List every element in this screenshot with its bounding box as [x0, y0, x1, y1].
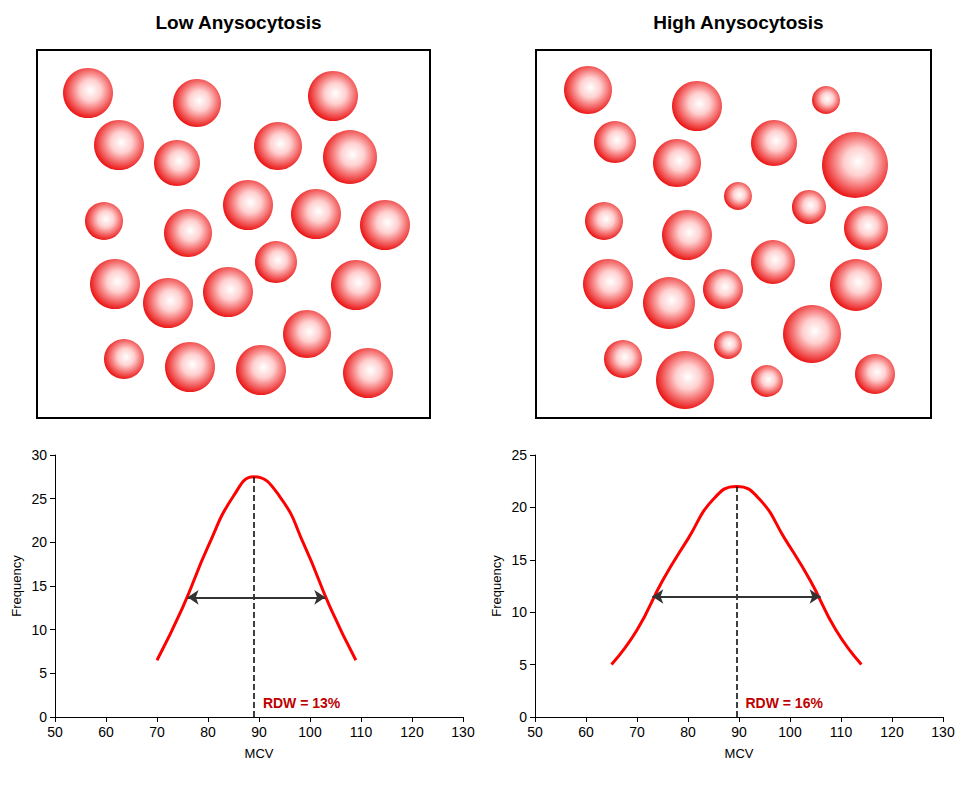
svg-text:MCV: MCV: [245, 746, 274, 761]
svg-text:130: 130: [451, 724, 475, 740]
svg-text:5: 5: [39, 665, 47, 681]
svg-text:0: 0: [39, 709, 47, 725]
svg-text:RDW = 13%: RDW = 13%: [263, 695, 341, 711]
svg-text:90: 90: [731, 724, 747, 740]
svg-text:15: 15: [31, 578, 47, 594]
svg-text:20: 20: [511, 499, 527, 515]
svg-text:50: 50: [527, 724, 543, 740]
svg-text:100: 100: [298, 724, 322, 740]
svg-text:80: 80: [680, 724, 696, 740]
svg-text:25: 25: [31, 491, 47, 507]
svg-text:Frequency: Frequency: [9, 555, 24, 617]
svg-text:60: 60: [578, 724, 594, 740]
svg-text:110: 110: [830, 724, 853, 740]
svg-text:60: 60: [98, 724, 114, 740]
svg-text:15: 15: [511, 552, 527, 568]
svg-text:30: 30: [31, 447, 47, 463]
svg-text:10: 10: [31, 622, 47, 638]
svg-text:80: 80: [200, 724, 216, 740]
svg-text:25: 25: [511, 447, 527, 463]
svg-text:10: 10: [511, 604, 527, 620]
svg-text:MCV: MCV: [725, 746, 754, 761]
svg-text:120: 120: [400, 724, 424, 740]
svg-text:70: 70: [149, 724, 165, 740]
svg-text:130: 130: [931, 724, 955, 740]
svg-text:Low Anysocytosis: Low Anysocytosis: [155, 12, 321, 33]
svg-text:110: 110: [350, 724, 373, 740]
svg-text:High Anysocytosis: High Anysocytosis: [653, 12, 823, 33]
svg-text:90: 90: [251, 724, 267, 740]
svg-text:Frequency: Frequency: [489, 555, 504, 617]
svg-text:RDW = 16%: RDW = 16%: [745, 695, 823, 711]
svg-text:70: 70: [629, 724, 645, 740]
svg-text:50: 50: [47, 724, 63, 740]
svg-text:20: 20: [31, 534, 47, 550]
svg-text:5: 5: [519, 657, 527, 673]
svg-text:0: 0: [519, 709, 527, 725]
svg-text:100: 100: [778, 724, 802, 740]
svg-text:120: 120: [880, 724, 904, 740]
